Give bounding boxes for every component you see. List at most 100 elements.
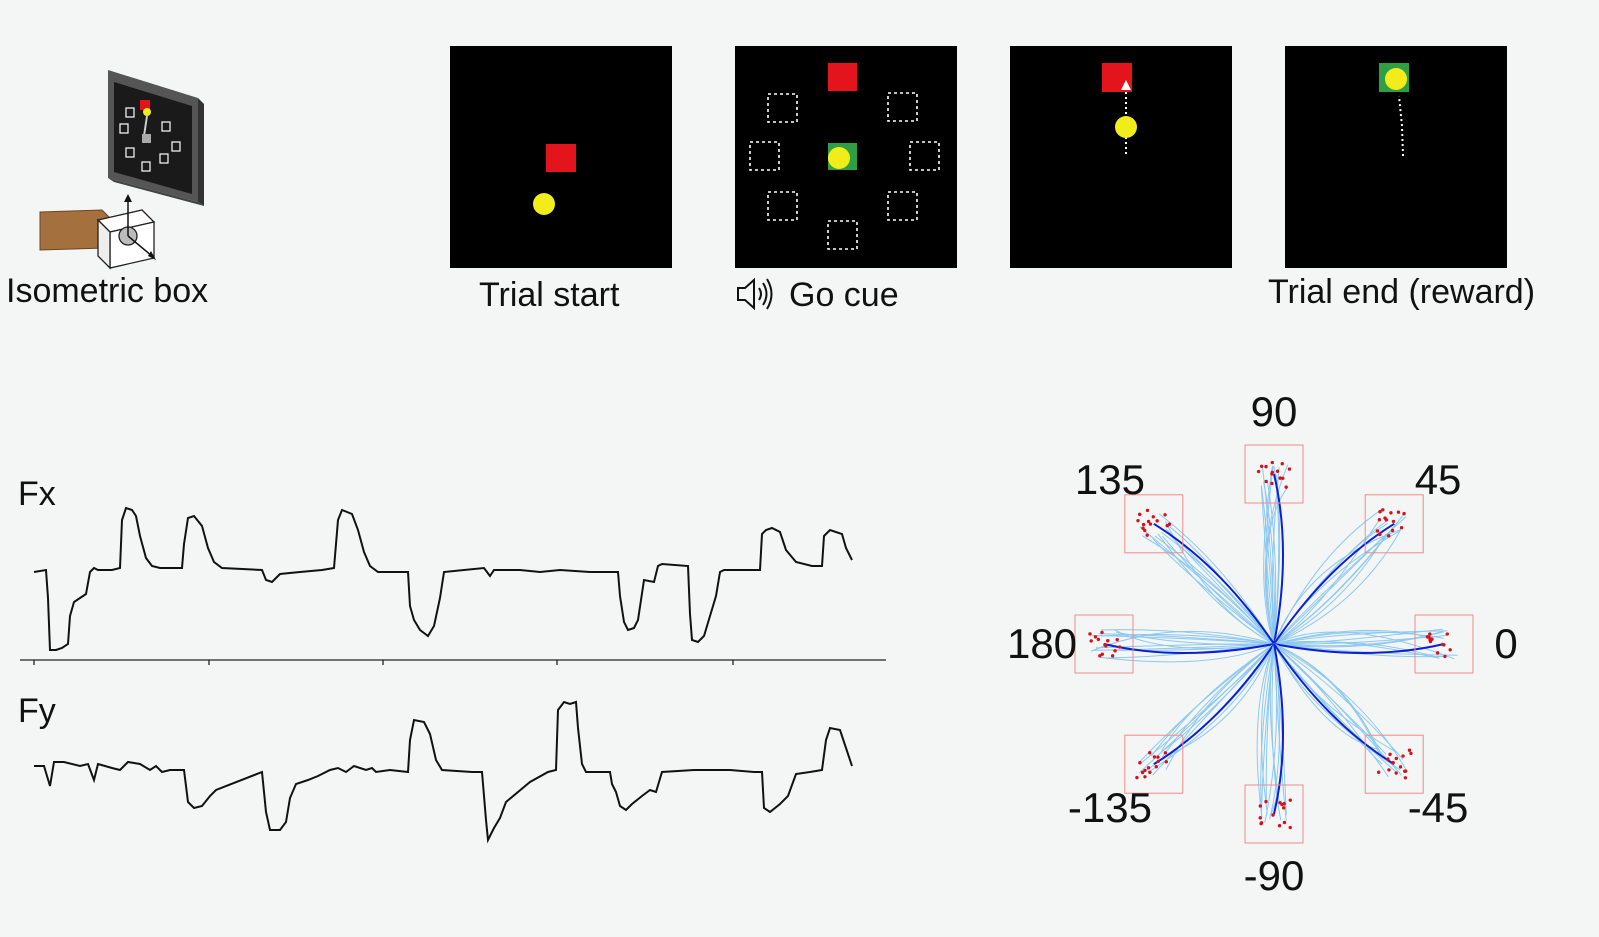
mean-trajectory: [1273, 643, 1445, 654]
endpoint-dot: [1143, 775, 1147, 779]
trajectory-trace: [1099, 633, 1275, 645]
endpoint-dot: [1264, 479, 1268, 484]
trajectory-trace: [1273, 628, 1443, 645]
trajectory-trace: [1273, 643, 1381, 755]
trajectory-trace: [1273, 529, 1401, 645]
endpoint-dot: [1275, 469, 1280, 473]
target-angle-label: 0: [1494, 620, 1517, 667]
endpoint-dot: [1377, 518, 1382, 522]
endpoint-dot: [1164, 760, 1168, 764]
fy-trace-plot: [34, 700, 853, 844]
endpoint-dot: [1448, 648, 1452, 652]
endpoint-dot: [1113, 649, 1117, 653]
cursor-dot: [1385, 68, 1407, 90]
endpoint-dot: [1103, 643, 1107, 647]
endpoint-dot: [1378, 532, 1382, 537]
endpoint-dot: [1148, 770, 1152, 775]
endpoint-dot: [1443, 654, 1447, 659]
trajectory-trace: [1267, 482, 1277, 645]
endpoint-dot: [1378, 510, 1382, 514]
center-out-trajectories: 90 45 135 180 0 -135 -45 -90: [1007, 388, 1518, 899]
trajectory-trace: [1273, 643, 1398, 773]
endpoint-dot: [1106, 639, 1110, 643]
endpoint-dot: [1100, 652, 1104, 656]
trajectory-trace: [1273, 509, 1382, 645]
target-box: [1364, 494, 1424, 554]
trajectory-trace: [1273, 643, 1287, 821]
target-square: [828, 63, 857, 91]
fx-trace-plot: [20, 506, 886, 665]
endpoint-dot: [1384, 518, 1389, 522]
endpoint-dot: [1440, 642, 1445, 647]
endpoint-dot: [1399, 525, 1404, 530]
fy-trace: [34, 700, 853, 844]
trajectory-trace: [1273, 641, 1439, 658]
endpoint-dot: [1259, 464, 1264, 468]
endpoint-dot: [1146, 766, 1151, 770]
endpoint-dot: [1098, 654, 1102, 658]
cursor-dot: [533, 193, 555, 215]
endpoint-dot: [1110, 654, 1115, 658]
endpoint-dot: [1089, 639, 1093, 643]
fx-trace: [33, 506, 853, 651]
endpoint-dot: [1387, 768, 1391, 772]
endpoint-dot: [1277, 824, 1282, 828]
trajectory-trace: [1273, 643, 1401, 771]
endpoint-dot: [1270, 481, 1274, 486]
endpoint-dot: [1390, 528, 1395, 533]
trajectory-trace: [1139, 526, 1275, 645]
target-angle-label: 90: [1251, 388, 1298, 435]
endpoint-dot: [1151, 515, 1155, 519]
panel-trial-start: [450, 46, 672, 268]
trajectory-trace: [1273, 643, 1387, 755]
trajectory-trace: [1273, 643, 1407, 770]
panel-label-go-cue: Go cue: [789, 276, 899, 314]
endpoint-dot: [1145, 533, 1149, 537]
trajectory-trace: [1266, 487, 1288, 645]
endpoint-dot: [1284, 485, 1288, 489]
panel-label-trial-end: Trial end (reward): [1268, 273, 1536, 311]
trajectory-trace: [1115, 631, 1275, 646]
cursor-dot: [1115, 116, 1137, 138]
endpoint-dot: [1148, 751, 1152, 755]
target-box: [1414, 614, 1474, 674]
endpoint-dot: [1287, 467, 1292, 471]
trajectory-trace: [1273, 643, 1384, 760]
target-box: [1244, 784, 1304, 844]
endpoint-dot: [1409, 751, 1413, 756]
panel-movement: [1010, 46, 1232, 268]
trajectory-trace: [1265, 466, 1275, 645]
target-angle-label: -135: [1068, 784, 1152, 831]
target-angle-label: -90: [1244, 852, 1305, 899]
endpoint-dot: [1264, 799, 1268, 804]
mean-trajectory: [1153, 643, 1275, 766]
trajectory-trace: [1164, 530, 1275, 645]
target-box: [1364, 734, 1424, 794]
endpoint-dot: [1163, 513, 1167, 517]
endpoint-dot: [1403, 769, 1408, 773]
trajectory-trace: [1273, 631, 1455, 660]
trajectory-trace: [1157, 533, 1275, 645]
endpoint-dot: [1154, 765, 1158, 769]
endpoint-dot: [1391, 760, 1395, 765]
endpoint-dot: [1148, 522, 1153, 526]
endpoint-dot: [1270, 460, 1275, 465]
endpoint-dot: [1271, 813, 1275, 817]
trajectory-trace: [1166, 643, 1275, 757]
trajectory-trace: [1263, 482, 1275, 645]
endpoint-dot: [1096, 637, 1101, 642]
endpoint-dot: [1155, 519, 1159, 523]
endpoint-dot: [1141, 522, 1146, 527]
endpoint-dot: [1282, 806, 1286, 810]
endpoint-dot: [1394, 756, 1398, 761]
endpoint-dot: [1146, 519, 1151, 524]
trajectory-trace: [1165, 643, 1275, 771]
speaker-icon: [737, 277, 773, 311]
endpoint-dot: [1135, 775, 1139, 780]
endpoint-dot: [1270, 470, 1275, 475]
target-box: [1124, 734, 1184, 794]
trajectory-trace: [1100, 629, 1275, 645]
endpoint-dot: [1258, 804, 1262, 808]
endpoint-dot: [1376, 770, 1381, 774]
panel-trial-end: [1285, 46, 1507, 268]
